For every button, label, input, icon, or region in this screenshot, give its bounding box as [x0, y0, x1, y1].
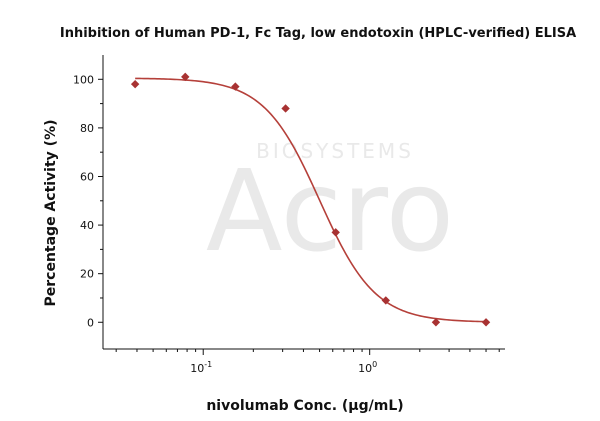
data-point	[431, 318, 441, 327]
y-tick-label: 100	[73, 73, 94, 86]
y-tick-label: 60	[80, 170, 94, 183]
x-axis-ticks: 10-1 100	[115, 349, 500, 375]
fit-curve	[135, 77, 487, 323]
data-point	[381, 296, 391, 305]
x-tick-label: 100	[358, 360, 377, 375]
y-tick-label: 0	[87, 316, 94, 329]
data-points	[130, 72, 491, 327]
watermark-large-text: Acro	[206, 147, 454, 277]
x-tick-label-base: 10	[190, 362, 204, 375]
x-tick-label-base: 10	[358, 362, 372, 375]
y-tick-label: 20	[80, 268, 94, 281]
y-axis-ticks: 0 20 40 60 80 100	[73, 73, 103, 329]
data-point	[331, 228, 340, 237]
watermark: BIOSYSTEMS Acro	[206, 139, 454, 277]
data-point	[231, 82, 240, 91]
data-point	[130, 79, 140, 89]
y-axis-label: Percentage Activity (%)	[43, 119, 59, 306]
data-point	[281, 104, 290, 113]
fit-curve-layer	[135, 77, 487, 323]
data-point	[481, 318, 491, 327]
watermark-small-text: BIOSYSTEMS	[256, 139, 414, 163]
x-tick-label-exponent: 0	[372, 360, 377, 369]
y-tick-label: 40	[80, 219, 94, 232]
x-tick-label: 10-1	[190, 360, 212, 375]
y-tick-label: 80	[80, 122, 94, 135]
x-tick-label-exponent: -1	[204, 360, 212, 369]
chart-title: Inhibition of Human PD-1, Fc Tag, low en…	[60, 26, 576, 41]
data-point	[181, 72, 190, 82]
x-axis-label: nivolumab Conc. (µg/mL)	[206, 398, 403, 414]
